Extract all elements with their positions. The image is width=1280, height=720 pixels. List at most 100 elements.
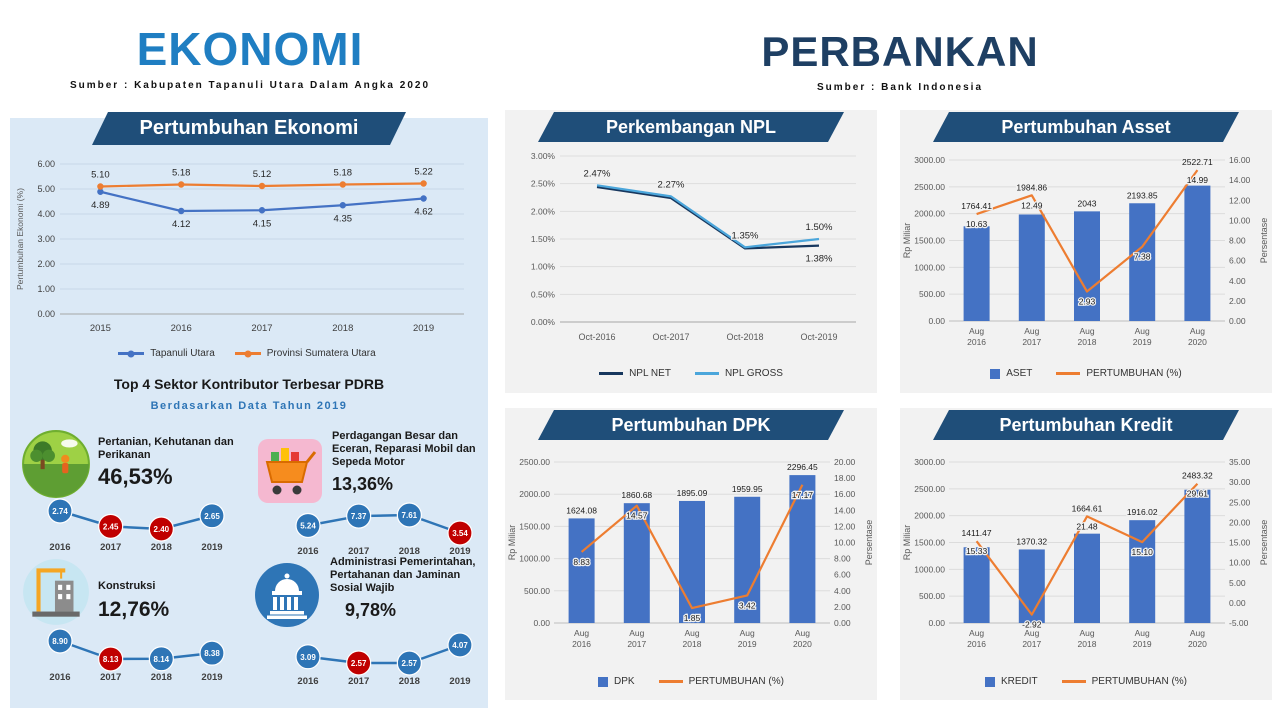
sector-trend-konstruksi: 8.90 8.13 8.14 8.38 2016 2017 2018 2019 (47, 628, 225, 683)
svg-text:2.00%: 2.00% (531, 206, 556, 216)
svg-text:2.00: 2.00 (37, 259, 55, 269)
svg-text:14.00: 14.00 (1229, 175, 1251, 185)
svg-text:2019: 2019 (449, 546, 470, 557)
tapanuli-utara-line-marker (118, 352, 145, 355)
svg-text:Aug: Aug (1024, 628, 1039, 638)
svg-text:2017: 2017 (1022, 337, 1041, 347)
svg-text:8.38: 8.38 (204, 649, 220, 658)
svg-text:2015: 2015 (90, 323, 111, 334)
top4-title: Top 4 Sektor Kontributor Terbesar PDRB (113, 376, 385, 392)
svg-text:0.00: 0.00 (928, 316, 945, 326)
legend-label-dpk-pertumbuhan: PERTUMBUHAN (%) (688, 676, 784, 687)
svg-text:2.00: 2.00 (834, 602, 851, 612)
svg-text:2018: 2018 (399, 676, 420, 687)
svg-text:1.50%: 1.50% (531, 234, 556, 244)
svg-text:-5.00: -5.00 (1229, 618, 1249, 628)
svg-text:4.07: 4.07 (452, 641, 468, 650)
svg-text:12.00: 12.00 (1229, 195, 1251, 205)
svg-text:Aug: Aug (1190, 326, 1205, 336)
svg-text:8.00: 8.00 (834, 554, 851, 564)
svg-text:14.57: 14.57 (626, 511, 648, 521)
svg-text:20.00: 20.00 (1229, 517, 1251, 527)
svg-text:2000.00: 2000.00 (914, 209, 945, 219)
svg-text:1984.86: 1984.86 (1016, 182, 1047, 192)
svg-text:Aug: Aug (1135, 326, 1150, 336)
svg-text:15.10: 15.10 (1132, 547, 1154, 557)
svg-text:14.99: 14.99 (1187, 175, 1209, 185)
svg-text:2020: 2020 (1188, 639, 1207, 649)
kredit-legend: KREDIT PERTUMBUHAN (%) (900, 676, 1272, 687)
svg-text:500.00: 500.00 (919, 591, 945, 601)
svg-text:500.00: 500.00 (919, 289, 945, 299)
sector-name-konstruksi: Konstruksi (98, 580, 156, 592)
svg-text:2017: 2017 (348, 676, 369, 687)
agriculture-icon (20, 428, 92, 500)
svg-text:2.65: 2.65 (204, 512, 220, 521)
svg-text:2018: 2018 (1078, 337, 1097, 347)
svg-text:30.00: 30.00 (1229, 477, 1251, 487)
svg-text:2019: 2019 (1133, 639, 1152, 649)
svg-text:8.00: 8.00 (1229, 236, 1246, 246)
kredit-bar-marker (984, 676, 995, 687)
svg-text:Pertumbuhan Ekonomi (%): Pertumbuhan Ekonomi (%) (15, 188, 25, 290)
legend-label-kredit: KREDIT (1000, 676, 1038, 687)
svg-text:1664.61: 1664.61 (1072, 503, 1103, 513)
svg-text:3.42: 3.42 (739, 600, 756, 610)
perbankan-source: Sumber : Bank Indonesia (816, 82, 984, 93)
dpk-chart: 0.00 500.00 1000.00 1500.00 2000.00 2500.00 0.… (507, 457, 874, 649)
svg-text:5.18: 5.18 (334, 168, 353, 179)
svg-text:8.90: 8.90 (52, 637, 68, 646)
legend-kredit-pertumbuhan: PERTUMBUHAN (%) (1061, 676, 1188, 687)
svg-text:2000.00: 2000.00 (914, 511, 945, 521)
svg-text:1000.00: 1000.00 (914, 564, 945, 574)
legend-dpk: DPK (598, 676, 635, 687)
legend-label-provinsi-sumatera-utara: Provinsi Sumatera Utara (266, 348, 376, 359)
svg-text:1624.08: 1624.08 (566, 505, 597, 515)
dpk-pertumbuhan-line-marker (658, 680, 683, 683)
svg-text:0.00%: 0.00% (531, 317, 556, 327)
svg-text:4.62: 4.62 (414, 207, 433, 218)
svg-text:1.50%: 1.50% (806, 222, 833, 233)
provinsi-sumatera-utara-line-marker (234, 352, 261, 355)
svg-text:2019: 2019 (201, 672, 222, 683)
svg-text:16.00: 16.00 (1229, 155, 1251, 165)
aset-bar-marker (990, 368, 1001, 379)
asset-pertumbuhan-line-marker (1056, 372, 1081, 375)
svg-text:2000.00: 2000.00 (519, 489, 550, 499)
svg-text:2019: 2019 (413, 323, 434, 334)
svg-text:6.00: 6.00 (834, 570, 851, 580)
svg-text:8.13: 8.13 (103, 655, 119, 664)
perbankan-title: PERBANKAN (761, 28, 1039, 75)
svg-text:2.45: 2.45 (103, 522, 119, 531)
legend-aset: ASET (990, 368, 1032, 379)
svg-text:Oct-2019: Oct-2019 (800, 332, 837, 342)
svg-text:2.57: 2.57 (351, 659, 367, 668)
sector-share-konstruksi: 12,76% (98, 598, 170, 621)
svg-text:Aug: Aug (1079, 628, 1094, 638)
svg-text:Aug: Aug (629, 628, 644, 638)
dpk-banner: Pertumbuhan DPK (538, 410, 844, 440)
svg-text:Rp Miliar: Rp Miliar (507, 525, 517, 561)
svg-text:3.09: 3.09 (300, 653, 316, 662)
svg-text:1370.32: 1370.32 (1016, 536, 1047, 546)
svg-text:2016: 2016 (572, 639, 591, 649)
svg-text:7.38: 7.38 (1134, 252, 1151, 262)
svg-text:12.49: 12.49 (1021, 200, 1043, 210)
legend-kredit: KREDIT (984, 676, 1038, 687)
svg-text:2016: 2016 (967, 337, 986, 347)
sector-share-perdagangan: 13,36% (332, 474, 394, 494)
npl-net-line-marker (599, 372, 624, 375)
svg-text:3.00: 3.00 (37, 234, 55, 244)
svg-text:2.50%: 2.50% (531, 179, 556, 189)
svg-text:10.63: 10.63 (966, 219, 988, 229)
svg-text:Aug: Aug (740, 628, 755, 638)
legend-label-kredit-pertumbuhan: PERTUMBUHAN (%) (1091, 676, 1188, 687)
svg-text:Aug: Aug (1024, 326, 1039, 336)
svg-text:3000.00: 3000.00 (914, 155, 945, 165)
ekonomi-source: Sumber : Kabupaten Tapanuli Utara Dalam … (69, 80, 431, 91)
svg-text:5.18: 5.18 (172, 168, 191, 179)
top4-subtitle: Berdasarkan Data Tahun 2019 (150, 400, 348, 412)
svg-text:1764.41: 1764.41 (961, 201, 992, 211)
svg-text:1.38%: 1.38% (806, 254, 833, 265)
svg-text:Aug: Aug (574, 628, 589, 638)
